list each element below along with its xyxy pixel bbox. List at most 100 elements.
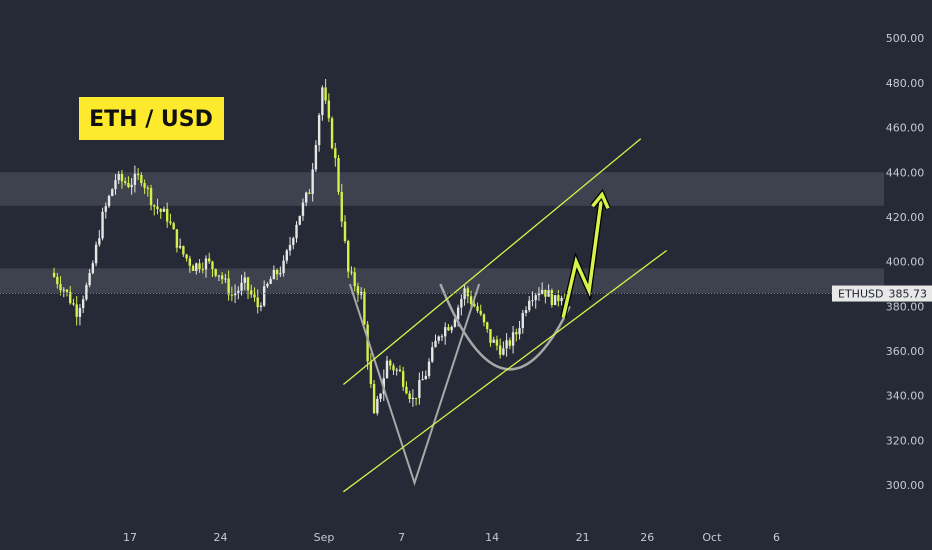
candle-body-34 <box>162 208 166 212</box>
candle-body-47 <box>204 258 208 270</box>
candle-body-23 <box>127 182 130 187</box>
resistance-zones <box>0 172 884 293</box>
candlestick-series <box>52 78 567 416</box>
candle-body-30 <box>149 188 153 206</box>
candle-body-80 <box>311 169 314 194</box>
candle-body-108 <box>401 371 405 387</box>
candle-body-104 <box>389 360 392 366</box>
candle-body-17 <box>107 195 111 207</box>
candle-body-142 <box>511 332 515 346</box>
candle-body-113 <box>418 380 421 398</box>
candle-body-94 <box>356 286 360 295</box>
candle-body-56 <box>233 292 237 296</box>
candle-body-53 <box>224 278 227 280</box>
candle-body-144 <box>518 328 521 335</box>
price-tag-value: 385.73 <box>889 288 928 301</box>
candle-body-25 <box>133 173 137 185</box>
candle-body-129 <box>469 296 473 305</box>
candle-body-92 <box>350 271 353 273</box>
candle-body-118 <box>434 340 437 348</box>
projection-arrow <box>560 188 611 319</box>
candle-body-11 <box>88 273 91 286</box>
candle-body-2 <box>59 284 62 291</box>
price-axis: 300.00 320.00 340.00 360.00 380.00 400.00 420.… <box>886 32 925 492</box>
candle-body-107 <box>398 369 402 372</box>
candle-body-128 <box>466 288 470 297</box>
pattern-cup-curve <box>439 283 571 371</box>
candle-body-35 <box>166 208 169 222</box>
candle-body-36 <box>169 221 172 224</box>
candle-body-20 <box>117 173 120 181</box>
candle-body-88 <box>337 158 340 193</box>
candle-body-137 <box>495 339 499 346</box>
candle-body-115 <box>424 375 428 380</box>
x-tick-label-3: 7 <box>398 531 405 544</box>
candle-body-117 <box>431 347 434 362</box>
candle-body-87 <box>334 148 337 159</box>
candle-body-91 <box>347 240 350 272</box>
ascending-channel <box>342 138 668 493</box>
candle-body-18 <box>111 189 114 196</box>
candle-body-21 <box>120 173 124 182</box>
y-tick-label-6: 420.00 <box>886 211 925 224</box>
candle-body-84 <box>324 87 327 101</box>
candle-body-39 <box>178 246 182 248</box>
candle-body-1 <box>56 276 59 285</box>
candle-body-114 <box>421 379 424 381</box>
candle-body-8 <box>78 308 82 317</box>
y-tick-label-5: 400.00 <box>886 256 925 269</box>
candle-body-41 <box>185 254 188 259</box>
candle-body-24 <box>130 184 133 187</box>
candle-body-19 <box>114 180 117 190</box>
candle-body-148 <box>531 300 534 302</box>
y-tick-label-10: 500.00 <box>886 32 925 45</box>
candle-body-135 <box>489 329 492 343</box>
candle-body-75 <box>295 224 298 239</box>
candle-body-77 <box>301 202 305 216</box>
candle-body-112 <box>414 397 418 399</box>
candle-body-85 <box>327 100 331 119</box>
x-tick-label-4: 14 <box>485 531 499 544</box>
candle-body-72 <box>285 250 289 261</box>
candle-body-121 <box>444 327 447 337</box>
candle-body-98 <box>369 361 373 384</box>
pattern-drawings <box>348 283 571 487</box>
candle-body-6 <box>72 303 75 305</box>
candle-body-28 <box>143 183 146 188</box>
candle-body-3 <box>62 289 65 291</box>
candle-body-16 <box>104 206 107 212</box>
candle-body-109 <box>405 386 408 394</box>
candle-body-0 <box>52 272 56 277</box>
current-price-label: ETHUSD 385.73 <box>0 285 932 302</box>
candle-body-127 <box>463 288 466 300</box>
candle-body-133 <box>482 314 486 323</box>
candle-body-138 <box>498 345 502 355</box>
candle-body-89 <box>340 192 343 222</box>
x-tick-label-5: 21 <box>576 531 590 544</box>
y-tick-label-3: 360.00 <box>886 345 925 358</box>
candle-body-60 <box>246 277 250 291</box>
y-tick-label-9: 480.00 <box>886 77 925 90</box>
candle-body-116 <box>427 361 431 376</box>
y-tick-label-4: 380.00 <box>886 300 925 313</box>
candle-body-90 <box>343 221 347 241</box>
x-tick-label-1: 24 <box>214 531 228 544</box>
candle-body-65 <box>262 286 266 306</box>
x-tick-label-2: Sep <box>314 531 335 544</box>
candle-body-64 <box>259 305 263 308</box>
candle-body-22 <box>123 181 127 183</box>
candle-body-43 <box>191 265 195 271</box>
candle-body-27 <box>140 175 143 184</box>
candle-body-58 <box>240 282 243 291</box>
candle-body-66 <box>266 283 269 287</box>
candle-body-70 <box>279 273 282 275</box>
candle-body-82 <box>317 115 321 146</box>
candle-body-44 <box>195 263 198 271</box>
candle-body-78 <box>305 192 308 203</box>
candle-body-151 <box>540 289 544 294</box>
candle-body-152 <box>544 289 547 297</box>
candle-body-149 <box>534 295 537 301</box>
x-tick-label-7: Oct <box>702 531 722 544</box>
candle-body-83 <box>321 87 324 116</box>
candle-body-120 <box>440 336 444 338</box>
